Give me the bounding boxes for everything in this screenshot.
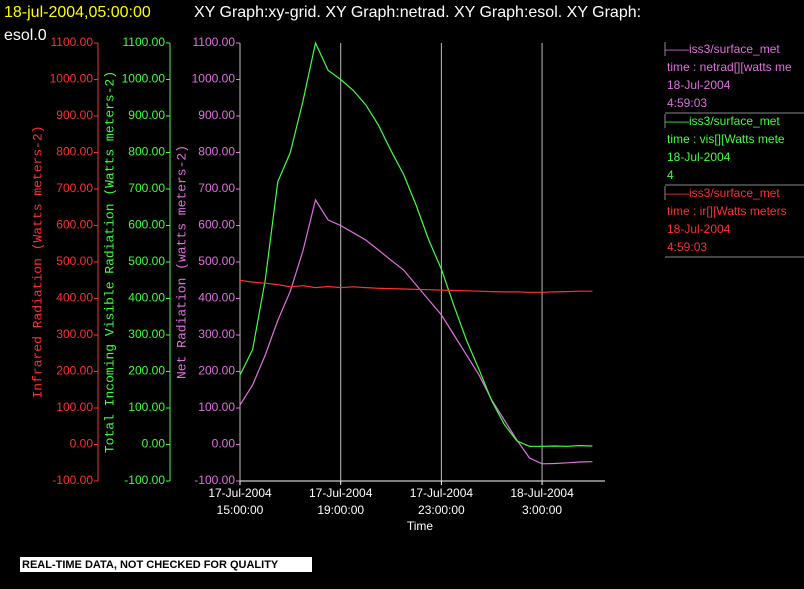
x-tick-label: 3:00:00: [522, 503, 562, 517]
y-tick-label: 600.00: [198, 218, 235, 232]
y-tick-label: 300.00: [56, 327, 93, 341]
legend-text: ——iss3/surface_met: [665, 114, 780, 128]
footer-box: [20, 557, 312, 572]
y-tick-label: 0.00: [70, 437, 94, 451]
y-tick-label: 300.00: [128, 327, 165, 341]
y-tick-label: 100.00: [198, 400, 235, 414]
legend-text: 4:59:03: [667, 96, 707, 110]
y-tick-label: 900.00: [198, 108, 235, 122]
legend-text: ——iss3/surface_met: [665, 42, 780, 56]
y-tick-label: 300.00: [198, 327, 235, 341]
x-tick-label: 17-Jul-2004: [309, 486, 373, 500]
y-axis-title: Net Radiation (watts meters-2): [174, 145, 189, 379]
series-line: [239, 279, 593, 293]
y-tick-label: 0.00: [212, 437, 236, 451]
y-tick-label: -100.00: [194, 473, 235, 487]
y-tick-label: 700.00: [198, 181, 235, 195]
y-tick-label: 400.00: [56, 291, 93, 305]
y-axis-title: Infrared Radiation (Watts meters-2): [30, 125, 45, 398]
legend-text: time : vis[][Watts mete: [667, 132, 785, 146]
y-tick-label: 800.00: [56, 145, 93, 159]
y-tick-label: 600.00: [128, 218, 165, 232]
title: XY Graph:xy-grid. XY Graph:netrad. XY Gr…: [194, 4, 641, 21]
y-tick-label: 1000.00: [192, 72, 236, 86]
series-line: [239, 41, 593, 447]
y-tick-label: 500.00: [198, 254, 235, 268]
y-tick-label: 800.00: [198, 145, 235, 159]
y-tick-label: 1000.00: [50, 72, 94, 86]
y-tick-label: 700.00: [56, 181, 93, 195]
x-tick-label: 17-Jul-2004: [410, 486, 474, 500]
y-tick-label: 100.00: [56, 400, 93, 414]
x-tick-label: 18-Jul-2004: [510, 486, 574, 500]
footer: REAL-TIME DATA, NOT CHECKED FOR QUALITY: [22, 559, 279, 571]
y-tick-label: 1000.00: [122, 72, 166, 86]
y-tick-label: 500.00: [128, 254, 165, 268]
x-tick-label: 23:00:00: [418, 503, 465, 517]
y-tick-label: 1100.00: [51, 35, 94, 49]
y-tick-label: 200.00: [198, 364, 235, 378]
y-tick-label: -100.00: [52, 473, 93, 487]
y-tick-label: 700.00: [128, 181, 165, 195]
y-tick-label: 600.00: [56, 218, 93, 232]
x-tick-label: 15:00:00: [217, 503, 264, 517]
y-tick-label: 900.00: [128, 108, 165, 122]
timestamp: 18-jul-2004,05:00:00: [4, 4, 151, 21]
legend-text: 18-Jul-2004: [667, 222, 731, 236]
legend-text: ——iss3/surface_met: [665, 186, 780, 200]
legend-text: 4:59:03: [667, 240, 707, 254]
y-tick-label: 400.00: [128, 291, 165, 305]
legend-text: time : netrad[][watts me: [667, 60, 792, 74]
x-tick-label: 19:00:00: [317, 503, 364, 517]
legend-text: 18-Jul-2004: [667, 78, 731, 92]
y-tick-label: 400.00: [198, 291, 235, 305]
y-tick-label: 800.00: [128, 145, 165, 159]
series-line: [239, 198, 593, 465]
legend-text: 18-Jul-2004: [667, 150, 731, 164]
y-tick-label: 200.00: [56, 364, 93, 378]
legend-text: 4: [667, 168, 674, 182]
y-tick-label: 100.00: [128, 400, 165, 414]
y-tick-label: 1100.00: [123, 35, 166, 49]
x-tick-label: 17-Jul-2004: [208, 486, 272, 500]
title: esol.0: [4, 27, 47, 44]
y-tick-label: 500.00: [56, 254, 93, 268]
y-tick-label: 200.00: [128, 364, 165, 378]
y-tick-label: -100.00: [124, 473, 165, 487]
legend-text: time : ir[][Watts meters: [667, 204, 787, 218]
y-tick-label: 1100.00: [193, 35, 236, 49]
y-tick-label: 0.00: [142, 437, 166, 451]
x-axis-label: Time: [407, 519, 434, 533]
y-tick-label: 900.00: [56, 108, 93, 122]
y-axis-title: Total Incoming Visible Radiation (Watts …: [102, 71, 117, 453]
